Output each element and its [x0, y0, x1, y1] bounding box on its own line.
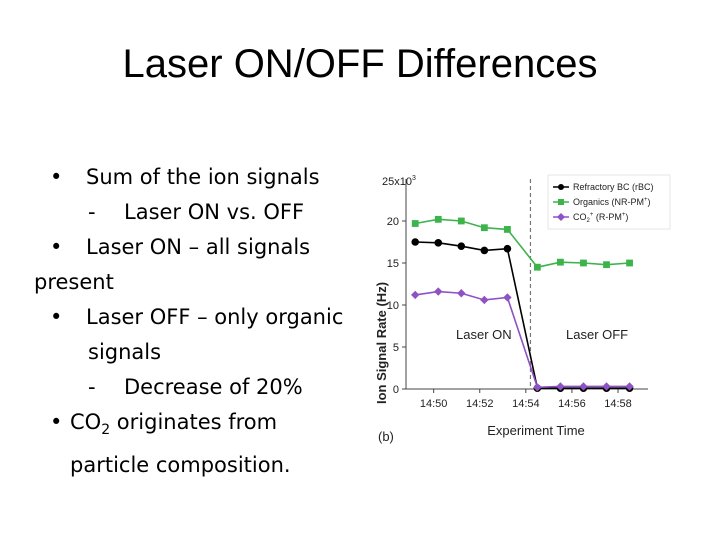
- bullet-list: • Sum of the ion signals - Laser ON vs. OF…: [34, 160, 370, 483]
- y-tick-group: 0 5 10 15 20: [387, 216, 406, 396]
- bullet-text: Sum of the ion signals: [86, 165, 320, 189]
- bullet-continuation: particle composition.: [70, 453, 291, 478]
- data-point-square: [504, 226, 511, 233]
- sub-bullet-item: - Laser ON vs. OFF: [50, 195, 370, 230]
- dash-marker: -: [88, 375, 96, 399]
- data-point-square: [411, 220, 419, 227]
- data-point-diamond: [457, 289, 466, 298]
- x-axis-title: Experiment Time: [487, 423, 585, 438]
- bullet-item: • Laser ON – all signals: [50, 230, 370, 265]
- bullet-item: • Sum of the ion signals: [50, 160, 370, 195]
- laser-off-annotation: Laser OFF: [566, 327, 628, 342]
- sub-bullet-text: Decrease of 20%: [124, 375, 303, 399]
- bullet-marker: •: [50, 165, 63, 189]
- legend-square-marker: [558, 199, 564, 205]
- legend-entry-organics: Organics (NR-PM+): [553, 197, 651, 207]
- data-point-square: [626, 259, 633, 267]
- bullet-item: • CO2 originates from: [50, 405, 370, 448]
- data-point-diamond: [503, 293, 512, 302]
- x-tick-label: 14:56: [558, 398, 586, 410]
- bullet-continuation: present: [34, 270, 114, 294]
- x-tick-label: 14:58: [604, 398, 632, 410]
- bullet-item: • Laser OFF – only organic: [50, 300, 370, 335]
- y-tick-label: 15: [387, 258, 399, 270]
- subscript-2: 2: [101, 422, 111, 439]
- plot-area: 0 5 10 15 20 14:50 14:52 14:54 14:56 14:58: [387, 179, 648, 410]
- series-line-2: [415, 290, 630, 389]
- laser-on-annotation: Laser ON: [456, 327, 512, 342]
- data-point-circle: [503, 244, 512, 253]
- bullet-marker: •: [50, 235, 63, 259]
- legend-label: Refractory BC (rBC): [573, 182, 654, 192]
- legend-diamond-marker: [557, 213, 565, 221]
- legend-label: Organics (NR-PM+): [573, 197, 651, 207]
- bullet-continuation: signals: [88, 340, 162, 364]
- dash-marker: -: [88, 200, 96, 224]
- data-point-circle: [457, 242, 466, 250]
- ion-signal-chart: 0 5 10 15 20 14:50 14:52 14:54 14:56 14:58 25x10…: [374, 174, 671, 444]
- y-axis-title: Ion Signal Rate (Hz): [374, 282, 389, 404]
- slide-title: Laser ON/OFF Differences: [122, 42, 598, 86]
- y-tick-label: 20: [387, 216, 399, 228]
- bullet-text: Laser ON – all signals: [86, 235, 311, 259]
- series-group: [411, 215, 634, 392]
- data-point-square: [580, 259, 587, 267]
- x-tick-label: 14:50: [420, 398, 448, 410]
- data-point-square: [533, 263, 541, 271]
- bullet-text: Laser OFF – only organic: [86, 305, 344, 329]
- y-tick-label: 0: [393, 384, 399, 396]
- data-point-square: [457, 217, 465, 225]
- x-tick-label: 14:52: [466, 398, 494, 410]
- legend-entry-rbc: Refractory BC (rBC): [553, 182, 654, 192]
- series-line-0: [415, 241, 630, 389]
- legend-label: CO2+ (R-PM+): [573, 212, 628, 224]
- y-tick-label: 10: [387, 300, 399, 312]
- bullet-text: originates from: [110, 410, 278, 434]
- data-point-square: [480, 224, 488, 232]
- data-point-diamond: [602, 382, 611, 391]
- data-point-diamond: [411, 290, 420, 300]
- y-exponent-label: 25x103: [382, 175, 416, 188]
- data-point-square: [434, 215, 442, 223]
- sub-bullet-text: Laser ON vs. OFF: [124, 200, 305, 224]
- x-tick-group: 14:50 14:52 14:54 14:56 14:58: [420, 389, 632, 410]
- data-point-diamond: [625, 382, 634, 391]
- series-line-1: [415, 218, 630, 269]
- panel-label: (b): [378, 429, 394, 444]
- data-point-circle: [411, 238, 420, 246]
- data-point-square: [603, 261, 610, 269]
- data-point-circle: [480, 246, 489, 255]
- data-point-diamond: [480, 295, 489, 305]
- bullet-marker: •: [50, 410, 63, 434]
- data-point-circle: [434, 239, 443, 247]
- bullet-marker: •: [50, 305, 63, 329]
- sub-bullet-item: - Decrease of 20%: [50, 370, 370, 405]
- legend-circle-marker: [558, 184, 564, 190]
- x-tick-label: 14:54: [512, 398, 540, 410]
- data-point-diamond: [579, 382, 588, 391]
- legend-entry-co2: CO2+ (R-PM+): [553, 212, 628, 224]
- co2-text: CO: [70, 410, 102, 434]
- y-tick-label: 5: [393, 342, 399, 354]
- legend: Refractory BC (rBC) Organics (NR-PM+) CO…: [547, 174, 671, 230]
- data-point-diamond: [434, 287, 443, 296]
- data-point-square: [557, 258, 564, 266]
